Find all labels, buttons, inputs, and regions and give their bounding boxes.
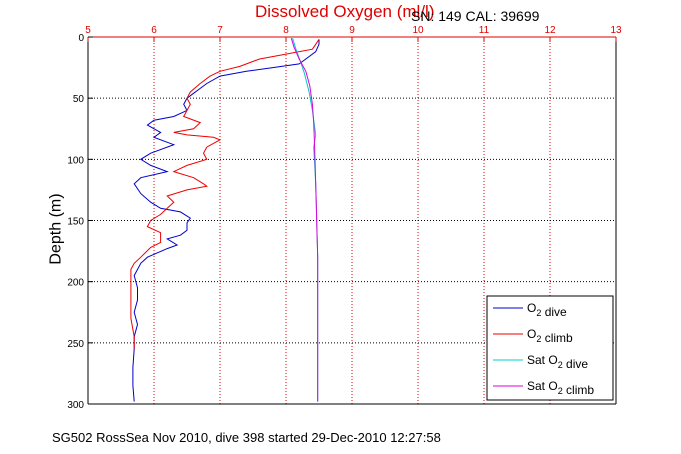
y-tick-label: 200 — [67, 278, 84, 289]
x-tick-label: 11 — [479, 25, 490, 36]
x-tick-label: 12 — [544, 25, 556, 36]
series-line — [292, 38, 319, 402]
legend-label: O2 climb — [527, 327, 573, 345]
x-tick-label: 8 — [283, 25, 289, 36]
x-tick-label: 6 — [151, 25, 157, 36]
series-line — [290, 38, 319, 402]
dive-footer-label: SG502 RossSea Nov 2010, dive 398 started… — [52, 430, 441, 445]
series-line — [132, 39, 320, 402]
x-tick-label: 13 — [610, 25, 622, 36]
y-tick-label: 50 — [73, 94, 85, 105]
chart-title: Dissolved Oxygen (ml/l) — [255, 2, 435, 21]
y-tick-label: 150 — [67, 217, 84, 228]
legend-label: Sat O2 climb — [527, 379, 594, 397]
legend-label: O2 dive — [527, 301, 567, 319]
y-tick-label: 250 — [67, 339, 84, 350]
legend-label: Sat O2 dive — [527, 353, 588, 371]
series-line — [130, 39, 320, 349]
x-tick-label: 9 — [349, 25, 355, 36]
y-axis-label: Depth (m) — [47, 193, 65, 265]
serial-calibration-label: SN: 149 CAL: 39699 — [411, 8, 540, 24]
legend-box — [486, 295, 614, 401]
y-tick-label: 0 — [78, 33, 84, 44]
x-tick-label: 10 — [412, 25, 424, 36]
y-tick-label: 300 — [67, 400, 84, 411]
x-tick-label: 5 — [85, 25, 91, 36]
y-tick-label: 100 — [67, 155, 84, 166]
x-tick-label: 7 — [217, 25, 223, 36]
